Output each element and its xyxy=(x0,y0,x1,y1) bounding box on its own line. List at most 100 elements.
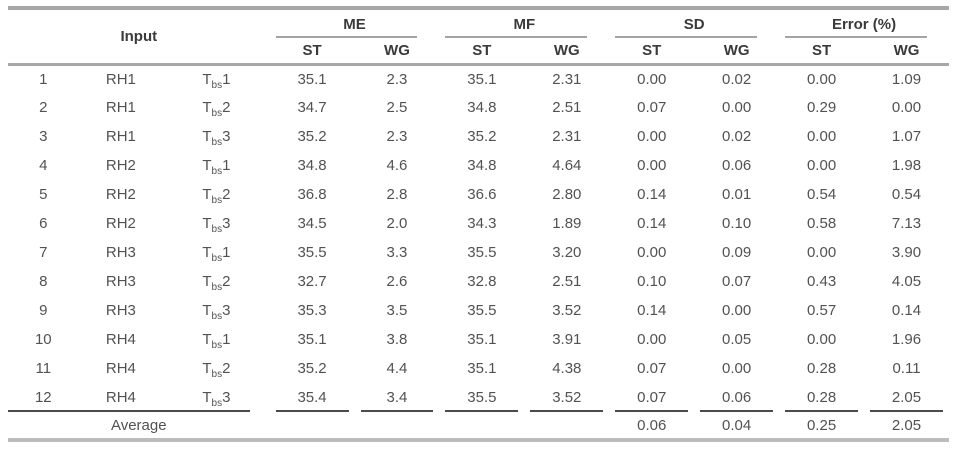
cell-me-st: 32.7 xyxy=(297,273,327,290)
header-group-sd: SD xyxy=(609,10,779,38)
tbs-number: 2 xyxy=(222,186,231,203)
cell-mf-wg: 2.31 xyxy=(552,128,582,145)
header-sd-st: ST xyxy=(609,38,695,66)
cell-sd-st: 0.00 xyxy=(637,70,667,88)
cell-me-wg: 2.8 xyxy=(386,186,408,203)
cell-mf-st: 34.8 xyxy=(467,157,497,174)
cell-tbs: Tbs1 xyxy=(163,238,269,267)
cell-me-wg: 3.3 xyxy=(386,244,408,261)
tbs-base: T xyxy=(202,244,212,261)
cell-mf-wg: 4.64 xyxy=(552,157,582,174)
cell-row-number: 11 xyxy=(35,360,52,377)
tbs-number: 3 xyxy=(222,302,231,319)
cell-mf-wg: 2.51 xyxy=(552,99,582,116)
cell-sd-st: 0.00 xyxy=(637,128,667,145)
cell-sd-wg: 0.06 xyxy=(722,157,752,174)
cell-sd-st: 0.00 xyxy=(637,157,667,174)
header-group-error: Error (%) xyxy=(779,10,949,38)
cell-mf-wg-empty xyxy=(524,412,609,438)
cell-rh: RH2 xyxy=(105,157,136,174)
cell-sd-st: 0.07 xyxy=(637,99,667,116)
cell-mf-st: 35.1 xyxy=(467,331,497,348)
tbs-subscript: bs xyxy=(211,195,223,206)
cell-error-wg: 1.98 xyxy=(891,157,922,174)
tbs-subscript: bs xyxy=(211,398,223,409)
cell-mf-wg: 1.89 xyxy=(552,215,582,232)
cell-row-number: 12 xyxy=(8,383,79,412)
cell-me-st: 35.1 xyxy=(297,331,327,348)
cell-error-st: 0.00 xyxy=(806,244,837,261)
cell-error-wg: 0.54 xyxy=(891,186,922,203)
cell-me-wg: 2.6 xyxy=(386,273,408,290)
cell-me-wg: 3.4 xyxy=(355,383,440,412)
tbs-number: 1 xyxy=(222,157,231,174)
tbs-number: 3 xyxy=(222,389,231,406)
cell-me-st: 35.2 xyxy=(297,360,327,377)
cell-mf-st: 34.8 xyxy=(467,99,497,116)
cell-sd-st: 0.10 xyxy=(637,273,667,290)
cell-row-number: 3 xyxy=(39,128,48,145)
cell-error-st: 0.00 xyxy=(806,331,837,348)
cell-mf-st: 35.5 xyxy=(439,383,524,412)
cell-row-number: 5 xyxy=(39,186,48,203)
cell-sd-st: 0.07 xyxy=(609,383,694,412)
cell-rh: RH3 xyxy=(105,273,136,290)
cell-rh: RH4 xyxy=(105,331,136,348)
tbs-number: 2 xyxy=(222,273,231,290)
cell-error-st: 0.28 xyxy=(779,383,864,412)
cell-error-st: 0.58 xyxy=(806,215,837,232)
table-row: 12 RH4 Tbs3 35.4 3.4 35.5 3.52 0.07 0.06… xyxy=(8,383,949,412)
cell-sd-wg: 0.06 xyxy=(694,383,779,412)
cell-error-wg: 7.13 xyxy=(891,215,922,232)
tbs-number: 2 xyxy=(222,360,231,377)
cell-error-st: 0.25 xyxy=(806,416,837,434)
table-row: 1 RH1 Tbs1 35.1 2.3 35.1 2.31 0.00 0.02 … xyxy=(8,64,949,93)
cell-sd-wg: 0.04 xyxy=(722,416,752,434)
cell-sd-wg: 0.00 xyxy=(722,99,752,116)
cell-rh: RH3 xyxy=(105,302,136,319)
cell-mf-st: 35.5 xyxy=(467,244,497,261)
tbs-base: T xyxy=(202,273,212,290)
average-label: Average xyxy=(110,416,167,434)
cell-me-wg: 3.5 xyxy=(386,302,408,319)
header-group-mf: MF xyxy=(439,10,609,38)
cell-me-st: 35.3 xyxy=(297,302,327,319)
cell-sd-st: 0.00 xyxy=(637,331,667,348)
cell-tbs: Tbs2 xyxy=(163,180,269,209)
header-mf-wg: WG xyxy=(524,38,610,66)
cell-me-st: 34.5 xyxy=(297,215,327,232)
cell-sd-st: 0.14 xyxy=(637,302,667,319)
table-row: 3 RH1 Tbs3 35.2 2.3 35.2 2.31 0.00 0.02 … xyxy=(8,122,949,151)
cell-row-number: 9 xyxy=(39,302,48,319)
cell-sd-wg: 0.02 xyxy=(722,70,752,88)
header-sd-wg: WG xyxy=(694,38,780,66)
cell-sd-wg: 0.10 xyxy=(722,215,752,232)
tbs-number: 1 xyxy=(222,244,231,261)
table-body: 1 RH1 Tbs1 35.1 2.3 35.1 2.31 0.00 0.02 … xyxy=(8,64,949,438)
cell-me-st: 35.5 xyxy=(297,244,327,261)
cell-me-st: 35.1 xyxy=(297,70,327,88)
cell-tbs: Tbs3 xyxy=(163,383,269,412)
cell-me-wg: 2.0 xyxy=(386,215,408,232)
table-row: 6 RH2 Tbs3 34.5 2.0 34.3 1.89 0.14 0.10 … xyxy=(8,209,949,238)
cell-row-number: 8 xyxy=(39,273,48,290)
cell-mf-wg: 2.31 xyxy=(552,70,582,88)
cell-me-wg: 4.4 xyxy=(386,360,408,377)
tbs-base: T xyxy=(202,331,212,348)
cell-row-number: 2 xyxy=(39,99,48,116)
cell-tbs: Tbs2 xyxy=(163,267,269,296)
cell-me-wg: 3.8 xyxy=(386,331,408,348)
cell-mf-st: 35.1 xyxy=(467,360,497,377)
table-row: 10 RH4 Tbs1 35.1 3.8 35.1 3.91 0.00 0.05… xyxy=(8,325,949,354)
header-input: Input xyxy=(8,10,270,66)
header-error-st: ST xyxy=(779,38,865,66)
table-row: 7 RH3 Tbs1 35.5 3.3 35.5 3.20 0.00 0.09 … xyxy=(8,238,949,267)
cell-me-wg: 4.6 xyxy=(386,157,408,174)
tbs-base: T xyxy=(202,157,212,174)
cell-tbs: Tbs1 xyxy=(163,151,269,180)
cell-rh: RH4 xyxy=(78,383,164,412)
cell-error-st: 0.00 xyxy=(806,157,837,174)
cell-sd-wg: 0.00 xyxy=(722,302,752,319)
table-header: Input ME MF SD Error (%) ST WG ST WG ST … xyxy=(8,10,949,66)
